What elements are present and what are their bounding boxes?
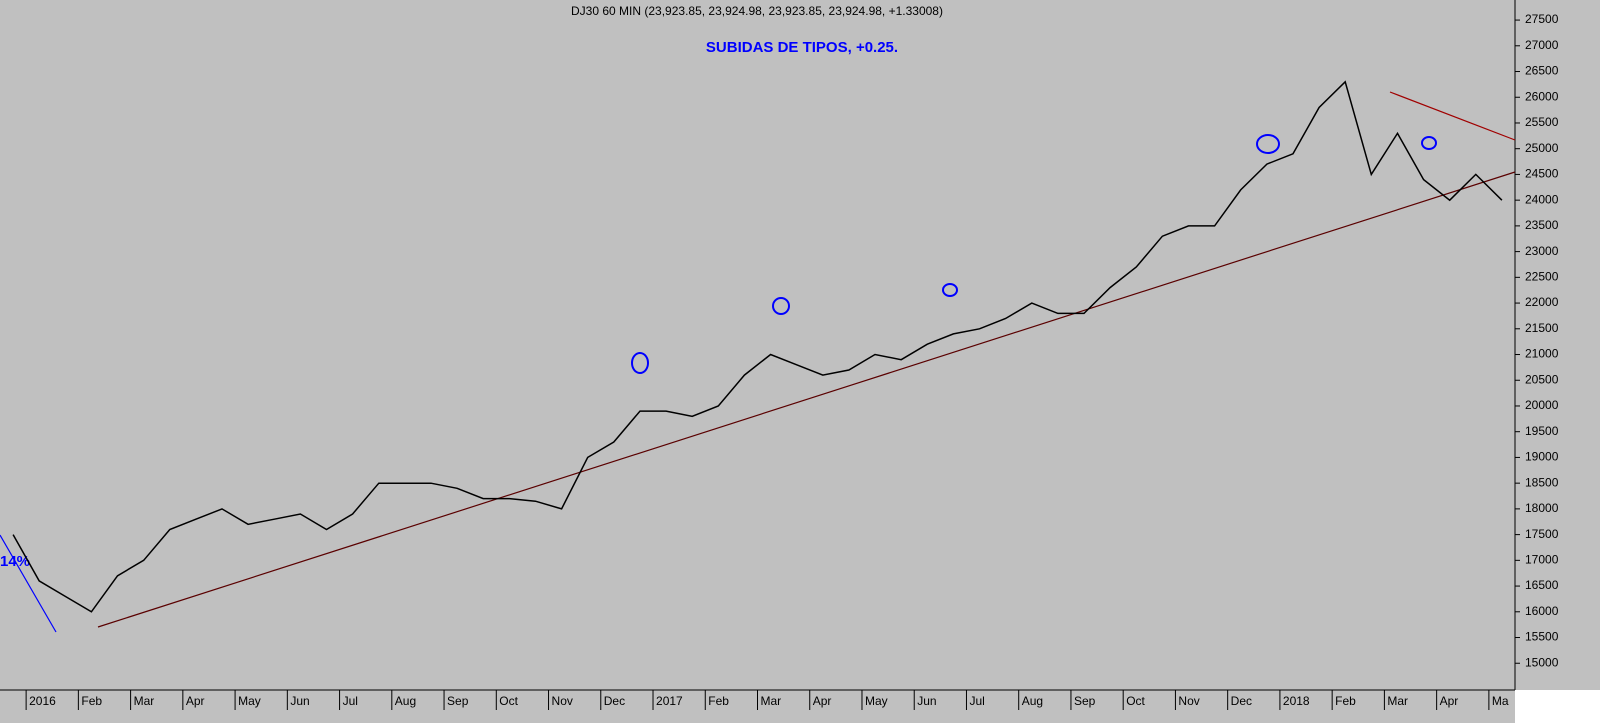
circle-marker (942, 283, 958, 297)
x-tick-label: Jun (917, 694, 936, 708)
circle-marker (1421, 136, 1437, 150)
markers (631, 134, 1437, 374)
y-tick-label: 18000 (1525, 501, 1559, 515)
y-tick-label: 22500 (1525, 270, 1559, 284)
y-tick-label: 27000 (1525, 38, 1559, 52)
x-tick-label: Feb (708, 694, 729, 708)
y-tick-label: 15500 (1525, 630, 1559, 644)
annotation: 14% (0, 553, 30, 570)
x-tick-label: Jul (969, 694, 984, 708)
circle-marker (631, 352, 649, 374)
y-tick-label: 17000 (1525, 553, 1559, 567)
x-tick-label: Mar (134, 694, 155, 708)
circle-marker (1256, 134, 1280, 154)
y-tick-label: 20500 (1525, 372, 1559, 386)
x-tick-label: Jul (343, 694, 358, 708)
y-tick-label: 16000 (1525, 604, 1559, 618)
y-tick-label: 21500 (1525, 321, 1559, 335)
y-tick-label: 19500 (1525, 424, 1559, 438)
annotation: SUBIDAS DE TIPOS, +0.25. (706, 39, 898, 56)
chart-title: DJ30 60 MIN (23,923.85, 23,924.98, 23,92… (571, 4, 943, 18)
x-tick-label: Aug (1022, 694, 1043, 708)
x-tick-label: Ma (1492, 694, 1509, 708)
price-line (12, 80, 1503, 613)
x-tick-label: 2018 (1283, 694, 1310, 708)
x-tick-label: Aug (395, 694, 416, 708)
x-tick-label: Nov (552, 694, 573, 708)
x-tick-label: Apr (1440, 694, 1459, 708)
circle-marker (772, 297, 790, 315)
y-tick-label: 19000 (1525, 450, 1559, 464)
x-tick-label: Jun (290, 694, 309, 708)
x-tick-label: Dec (604, 694, 625, 708)
x-tick-label: Mar (761, 694, 782, 708)
y-tick-label: 15000 (1525, 655, 1559, 669)
y-tick-label: 22000 (1525, 295, 1559, 309)
x-tick-label: Feb (1335, 694, 1356, 708)
x-tick-label: Sep (1074, 694, 1096, 708)
x-tick-label: Mar (1387, 694, 1408, 708)
x-tick-label: May (865, 694, 888, 708)
x-tick-label: 2016 (29, 694, 56, 708)
drop-line (0, 534, 57, 633)
y-tick-label: 21000 (1525, 347, 1559, 361)
x-tick-label: 2017 (656, 694, 683, 708)
y-tick-label: 27500 (1525, 12, 1559, 26)
x-tick-label: Oct (1126, 694, 1145, 708)
x-tick-label: Apr (813, 694, 832, 708)
x-tick-label: Feb (81, 694, 102, 708)
x-tick-label: May (238, 694, 261, 708)
support-trendline (97, 171, 1516, 628)
x-tick-label: Sep (447, 694, 469, 708)
x-tick-label: Dec (1231, 694, 1252, 708)
y-tick-label: 16500 (1525, 578, 1559, 592)
y-tick-label: 20000 (1525, 398, 1559, 412)
y-tick-label: 23500 (1525, 218, 1559, 232)
y-tick-label: 24000 (1525, 192, 1559, 206)
x-tick-label: Apr (186, 694, 205, 708)
y-tick-label: 25500 (1525, 115, 1559, 129)
y-tick-label: 24500 (1525, 167, 1559, 181)
y-tick-label: 18500 (1525, 475, 1559, 489)
y-tick-label: 25000 (1525, 141, 1559, 155)
resistance-trendline (1389, 91, 1516, 141)
x-tick-label: Nov (1178, 694, 1199, 708)
y-tick-label: 26000 (1525, 89, 1559, 103)
y-tick-label: 26500 (1525, 64, 1559, 78)
x-tick-label: Oct (499, 694, 518, 708)
y-tick-label: 17500 (1525, 527, 1559, 541)
y-tick-label: 23000 (1525, 244, 1559, 258)
corner (1515, 690, 1600, 723)
